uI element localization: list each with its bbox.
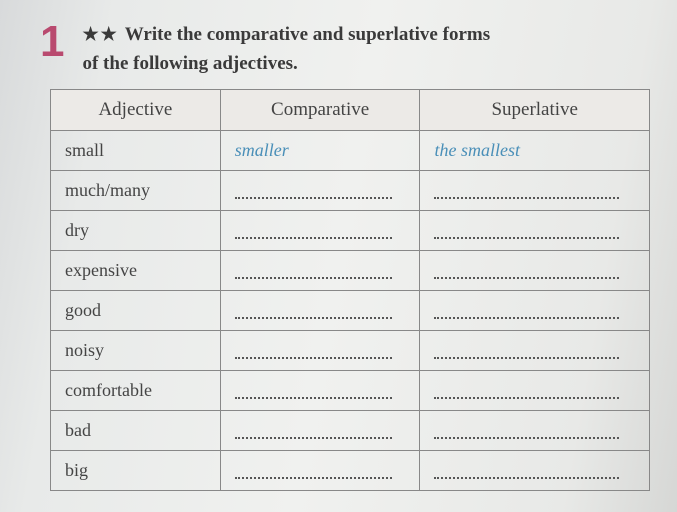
blank-line: [434, 305, 619, 319]
blank-line: [434, 185, 619, 199]
table-row: big: [51, 450, 650, 490]
example-answer: smaller: [235, 140, 289, 160]
cell-comparative: smaller: [220, 130, 420, 170]
blank-line: [235, 385, 392, 399]
table-row: much/many: [51, 170, 650, 210]
blank-line: [235, 425, 392, 439]
cell-superlative: [420, 210, 650, 250]
difficulty-stars-icon: ★★: [82, 24, 118, 44]
blank-line: [434, 345, 619, 359]
blank-line: [235, 345, 392, 359]
table-row: expensive: [51, 250, 650, 290]
cell-superlative: [420, 410, 650, 450]
cell-comparative: [220, 170, 420, 210]
instruction-line-1: Write the comparative and superlative fo…: [125, 24, 490, 45]
blank-line: [235, 185, 392, 199]
cell-adjective: big: [51, 450, 221, 490]
cell-comparative: [220, 250, 420, 290]
adjectives-table: Adjective Comparative Superlative smalls…: [50, 89, 650, 491]
blank-line: [434, 265, 619, 279]
blank-line: [235, 265, 392, 279]
cell-superlative: [420, 370, 650, 410]
cell-adjective: much/many: [51, 170, 221, 210]
cell-comparative: [220, 370, 420, 410]
table-body: small smaller the smallest much/manydryexpe…: [51, 130, 650, 490]
blank-line: [235, 305, 392, 319]
cell-comparative: [220, 210, 420, 250]
cell-adjective: small: [51, 130, 221, 170]
cell-superlative: [420, 330, 650, 370]
cell-comparative: [220, 330, 420, 370]
header-comparative: Comparative: [220, 89, 420, 130]
example-answer: the smallest: [434, 140, 520, 160]
table-header-row: Adjective Comparative Superlative: [51, 89, 650, 130]
table-row: noisy: [51, 330, 650, 370]
blank-line: [235, 465, 392, 479]
table-row: bad: [51, 410, 650, 450]
cell-comparative: [220, 450, 420, 490]
instruction-line-2: of the following adjectives.: [82, 53, 297, 74]
cell-superlative: [420, 290, 650, 330]
header-superlative: Superlative: [420, 89, 650, 130]
cell-comparative: [220, 410, 420, 450]
header-adjective: Adjective: [51, 89, 221, 130]
table-row: good: [51, 290, 650, 330]
cell-adjective: expensive: [51, 250, 221, 290]
table-row: dry: [51, 210, 650, 250]
cell-superlative: [420, 250, 650, 290]
exercise-number: 1: [40, 20, 64, 64]
blank-line: [235, 225, 392, 239]
exercise-header: 1 ★★ Write the comparative and superlativ…: [40, 18, 649, 79]
cell-adjective: bad: [51, 410, 221, 450]
instruction-block: ★★ Write the comparative and superlative …: [82, 18, 629, 79]
cell-adjective: good: [51, 290, 221, 330]
blank-line: [434, 385, 619, 399]
cell-adjective: noisy: [51, 330, 221, 370]
table-row: small smaller the smallest: [51, 130, 650, 170]
blank-line: [434, 425, 619, 439]
cell-superlative: the smallest: [420, 130, 650, 170]
blank-line: [434, 225, 619, 239]
blank-line: [434, 465, 619, 479]
table-row: comfortable: [51, 370, 650, 410]
cell-comparative: [220, 290, 420, 330]
cell-superlative: [420, 450, 650, 490]
cell-superlative: [420, 170, 650, 210]
cell-adjective: dry: [51, 210, 221, 250]
cell-adjective: comfortable: [51, 370, 221, 410]
instruction-text: ★★ Write the comparative and superlative …: [82, 24, 490, 74]
